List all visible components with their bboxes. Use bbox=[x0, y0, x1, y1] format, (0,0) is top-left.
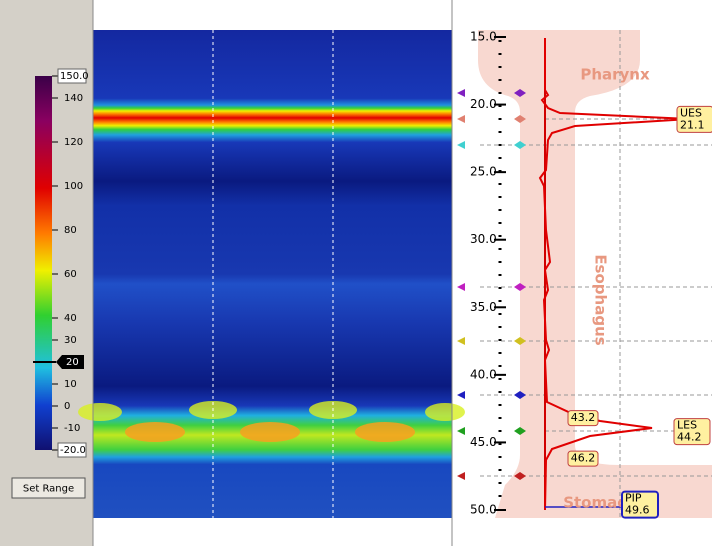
scale-label: 10 bbox=[64, 379, 77, 390]
button-label[interactable]: Set Range bbox=[23, 484, 74, 495]
depth-label: 25.0 bbox=[470, 165, 497, 179]
landmark-depth: 44.2 bbox=[677, 431, 702, 444]
set-range-button[interactable]: Set Range bbox=[12, 478, 85, 498]
scale-label: -20.0 bbox=[60, 445, 86, 456]
depth-label: 50.0 bbox=[470, 503, 497, 517]
sensor-arrow bbox=[457, 472, 465, 480]
depth-label: 35.0 bbox=[470, 300, 497, 314]
threshold-label: 20 bbox=[66, 357, 79, 368]
scale-label: 60 bbox=[64, 269, 77, 280]
depth-label: 20.0 bbox=[470, 97, 497, 111]
heat-blob bbox=[78, 403, 122, 421]
scale-label: 120 bbox=[64, 137, 83, 148]
heat-blob bbox=[355, 422, 415, 442]
depth-label: 15.0 bbox=[470, 30, 497, 44]
scale-label: -10 bbox=[64, 423, 80, 434]
heat-blob bbox=[240, 422, 300, 442]
region-label: Esophagus bbox=[592, 254, 610, 345]
scale-label: 140 bbox=[64, 93, 83, 104]
sensor-arrow bbox=[457, 89, 465, 97]
scale-label: 80 bbox=[64, 225, 77, 236]
sensor-arrow bbox=[457, 115, 465, 123]
landmark-depth: 46.2 bbox=[571, 452, 596, 465]
sensor-arrow bbox=[457, 427, 465, 435]
heat-blob bbox=[425, 403, 465, 421]
landmark-depth: 49.6 bbox=[625, 504, 650, 517]
manometry-screen: 150.014012010080604030100-10-20.020 Set … bbox=[0, 0, 712, 546]
sensor-arrow bbox=[457, 141, 465, 149]
scale-label: 150.0 bbox=[60, 71, 89, 82]
depth-label: 30.0 bbox=[470, 232, 497, 246]
heat-blob bbox=[125, 422, 185, 442]
landmark-depth: 21.1 bbox=[680, 118, 705, 131]
landmark-depth: 43.2 bbox=[571, 411, 596, 424]
sensor-markers bbox=[457, 89, 526, 480]
scale-label: 100 bbox=[64, 181, 83, 192]
depth-label: 45.0 bbox=[470, 435, 497, 449]
scale-label: 0 bbox=[64, 401, 70, 412]
sensor-arrow bbox=[457, 337, 465, 345]
depth-label: 40.0 bbox=[470, 367, 497, 381]
pressure-topography bbox=[93, 30, 452, 518]
color-bar bbox=[35, 76, 52, 450]
scale-label: 30 bbox=[64, 335, 77, 346]
region-label: Pharynx bbox=[580, 66, 650, 84]
scale-label: 40 bbox=[64, 313, 77, 324]
sensor-arrow bbox=[457, 391, 465, 399]
sensor-arrow bbox=[457, 283, 465, 291]
